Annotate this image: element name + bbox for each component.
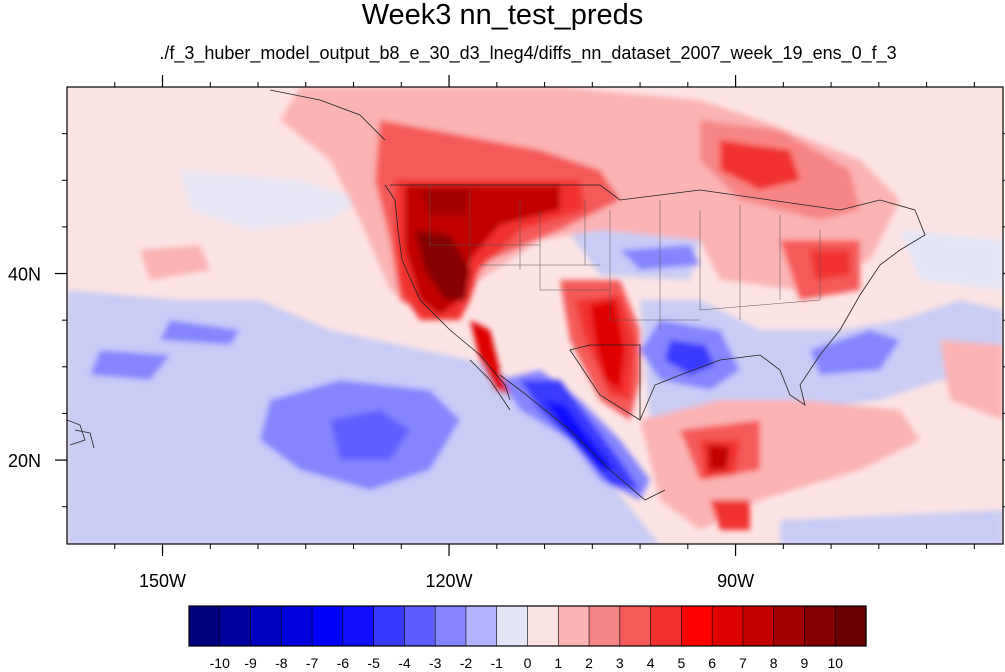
colorbar-swatch (773, 605, 806, 647)
colorbar-label: -1 (491, 655, 504, 671)
coastline-outline (67, 89, 926, 501)
colorbar-label: -5 (367, 655, 380, 671)
colorbar-swatch (219, 605, 252, 647)
colorbar-label: 0 (524, 655, 532, 671)
colorbar-label: -9 (244, 655, 257, 671)
x-tick-label: 150W (139, 571, 186, 591)
colorbar-label: -2 (460, 655, 473, 671)
x-tick-label: 120W (426, 571, 473, 591)
colorbar-frame (188, 605, 867, 647)
colorbar-label: 4 (647, 655, 655, 671)
colorbar-label: -8 (275, 655, 288, 671)
plot-title: Week3 nn_test_preds (361, 0, 644, 31)
anomaly-field (67, 87, 1003, 544)
colorbar-swatch (742, 605, 775, 647)
colorbar-label: 3 (616, 655, 624, 671)
colorbar-label: -7 (306, 655, 319, 671)
colorbar-swatch (804, 605, 836, 647)
colorbar-swatch (588, 605, 621, 647)
colorbar-swatch (834, 605, 867, 647)
colorbar-label: 8 (770, 655, 778, 671)
colorbar-swatch (373, 605, 406, 647)
colorbar-label: 6 (708, 655, 716, 671)
colorbar-swatch (681, 605, 713, 647)
colorbar-swatch (465, 605, 498, 647)
colorbar-label: 7 (739, 655, 747, 671)
colorbar-label: -6 (337, 655, 350, 671)
colorbar: -10 -9 -8 -7 -6 -5 -4 -3 -2 -1 0 1 2 3 4 5 6 7 8 9 10 (188, 605, 867, 671)
colorbar-swatch (527, 605, 559, 647)
colorbar-swatch (311, 605, 344, 647)
colorbar-label: -4 (398, 655, 411, 671)
colorbar-swatch (434, 605, 467, 647)
plot-subtitle: ./f_3_huber_model_output_b8_e_30_d3_lneg… (159, 43, 897, 63)
colorbar-label: 5 (677, 655, 685, 671)
axis-ticks: 150W 120W 90W 20N 40N (8, 75, 1005, 591)
colorbar-swatch (250, 605, 282, 647)
colorbar-swatch (404, 605, 436, 647)
colorbar-label: 9 (801, 655, 809, 671)
map-frame (66, 86, 1004, 545)
colorbar-swatch (650, 605, 682, 647)
colorbar-label: 10 (827, 655, 843, 671)
colorbar-swatch (619, 605, 652, 647)
y-tick-label: 40N (8, 265, 41, 285)
colorbar-swatch (557, 605, 590, 647)
state-borders (429, 185, 821, 330)
colorbar-label: 2 (585, 655, 593, 671)
colorbar-swatch (711, 605, 744, 647)
colorbar-swatch (496, 605, 529, 647)
colorbar-label: -3 (429, 655, 442, 671)
colorbar-swatch (188, 605, 221, 647)
x-tick-label: 90W (717, 571, 754, 591)
y-tick-label: 20N (8, 451, 41, 471)
colorbar-swatch (342, 605, 375, 647)
colorbar-swatch (281, 605, 313, 647)
colorbar-label: 1 (554, 655, 562, 671)
colorbar-label: -10 (210, 655, 230, 671)
